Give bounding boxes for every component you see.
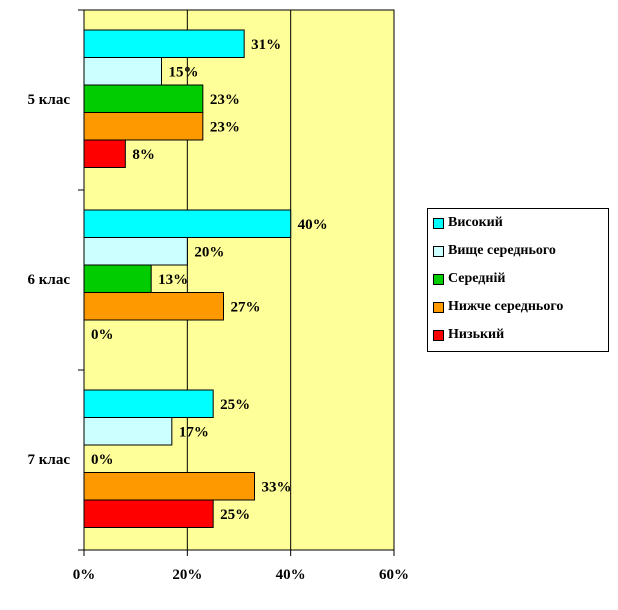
labels: 31% 15% 23% 23% 8% 5 клас 40% 20% 13% 27% 0% 6 клас… — [28, 37, 409, 583]
bar — [83, 417, 173, 446]
bar — [83, 292, 224, 321]
category-label: 6 клас — [28, 272, 71, 288]
bar — [83, 209, 292, 238]
data-label: 33% — [262, 479, 292, 495]
x-tick-label: 20% — [172, 567, 202, 583]
data-label: 31% — [251, 37, 281, 53]
x-tick-label: 0% — [73, 567, 96, 583]
legend-label: Високий — [448, 215, 503, 230]
bar — [83, 112, 204, 141]
legend-item: Високий — [433, 214, 503, 232]
legend-label: Вище середнього — [448, 243, 556, 258]
axes — [78, 9, 395, 556]
data-label: 23% — [210, 92, 240, 108]
bar — [83, 84, 204, 113]
data-label: 15% — [169, 64, 199, 80]
legend-item: Нижче середнього — [433, 298, 563, 316]
legend-item: Низький — [433, 326, 504, 344]
data-label: 40% — [298, 217, 328, 233]
data-label: 13% — [158, 272, 188, 288]
data-label: 27% — [231, 299, 261, 315]
legend-label: Середній — [448, 271, 506, 286]
legend-label: Низький — [448, 327, 505, 342]
legend-item: Середній — [433, 270, 505, 288]
data-label: 20% — [194, 244, 224, 260]
bar — [83, 472, 255, 501]
legend-item: Вище середнього — [433, 242, 556, 260]
data-label: 0% — [91, 452, 114, 468]
bar — [83, 499, 214, 528]
data-label: 17% — [179, 424, 209, 440]
data-label: 8% — [132, 147, 155, 163]
bar — [83, 237, 188, 266]
data-label: 25% — [220, 507, 250, 523]
legend-swatch — [433, 217, 444, 229]
bar — [83, 264, 152, 293]
legend: Високий Вище середнього Середній Нижче сере… — [427, 208, 609, 352]
bar — [83, 29, 245, 58]
data-label: 25% — [220, 397, 250, 413]
category-label: 7 клас — [28, 452, 71, 468]
data-label: 23% — [210, 119, 240, 135]
bars — [83, 29, 292, 528]
category-label: 5 клас — [28, 92, 71, 108]
bar — [83, 389, 214, 418]
legend-swatch — [433, 273, 444, 285]
x-tick-label: 40% — [276, 567, 306, 583]
legend-swatch — [433, 245, 444, 257]
legend-swatch — [433, 301, 444, 313]
legend-label: Нижче середнього — [448, 299, 564, 314]
bar — [83, 57, 162, 86]
bar — [83, 139, 126, 168]
x-tick-label: 60% — [379, 567, 409, 583]
legend-swatch — [433, 329, 444, 341]
data-label: 0% — [91, 327, 114, 343]
